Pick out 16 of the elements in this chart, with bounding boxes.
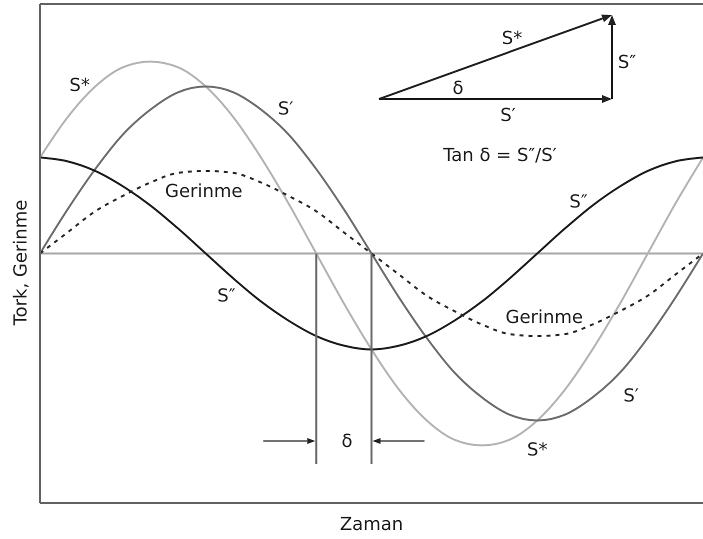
- annotation: S′: [500, 104, 516, 126]
- series-label: S′: [278, 98, 294, 120]
- text: S′: [623, 384, 639, 406]
- annotation: Tan δ = S″/S′: [442, 144, 557, 166]
- text: S*: [502, 28, 522, 48]
- annotation: S″: [618, 52, 636, 72]
- y-axis-title: Tork, Gerinme: [10, 200, 32, 326]
- x-axis-title: Zaman: [340, 514, 404, 535]
- series-label: S*: [69, 74, 90, 96]
- series-label: S″: [569, 191, 588, 212]
- text: Gerinme: [165, 180, 242, 202]
- text: S*: [527, 438, 548, 460]
- annotation: δ: [341, 430, 353, 452]
- series-label: Gerinme: [506, 306, 583, 328]
- text: S″: [217, 284, 236, 306]
- annotation: δ: [452, 78, 464, 98]
